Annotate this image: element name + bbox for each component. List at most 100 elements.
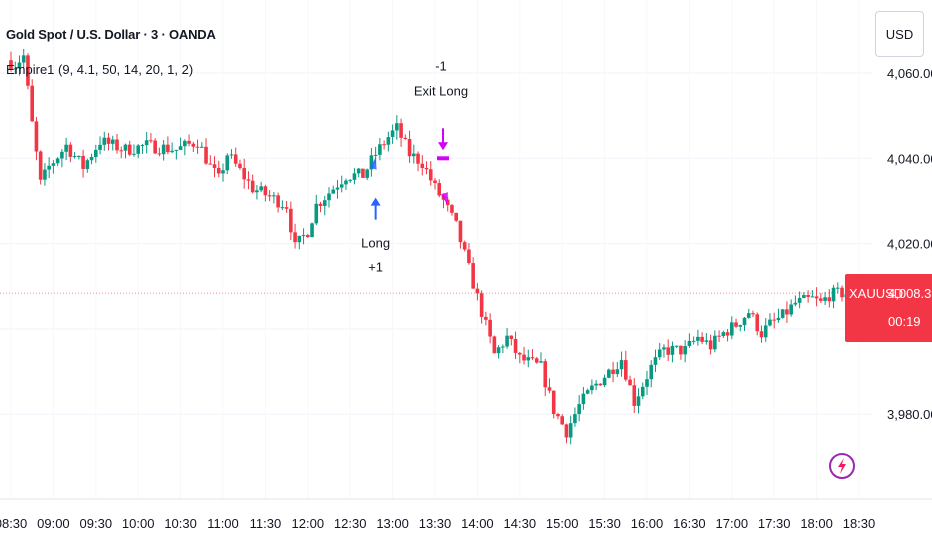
price-tag-countdown: 00:19 xyxy=(888,314,921,329)
price-axis[interactable]: 3,980.0004,000.0004,020.0004,040.0004,06… xyxy=(887,66,932,422)
candle xyxy=(276,192,280,213)
candle xyxy=(51,160,56,174)
time-axis[interactable]: 08:30 09:00 09:30 10:00 10:30 11:00 11:30 12:00… xyxy=(0,516,875,531)
candle xyxy=(751,310,755,318)
candle xyxy=(662,344,666,358)
candle xyxy=(836,282,840,294)
exit-label: Exit Long xyxy=(414,83,468,98)
candle xyxy=(132,144,136,157)
candle xyxy=(149,133,153,144)
candle xyxy=(43,163,47,186)
candle xyxy=(458,220,463,249)
candle xyxy=(734,318,738,328)
candle xyxy=(157,147,162,157)
candle xyxy=(806,290,810,303)
candle xyxy=(823,291,827,305)
candle xyxy=(200,142,204,148)
candle xyxy=(797,291,802,309)
candle xyxy=(445,196,450,212)
candle xyxy=(717,330,721,343)
candle xyxy=(212,156,217,178)
candle xyxy=(653,349,658,372)
candle xyxy=(238,159,242,170)
candle xyxy=(560,414,564,425)
candle xyxy=(407,130,412,163)
candle xyxy=(395,115,399,140)
candle xyxy=(102,131,107,151)
candle xyxy=(390,124,395,144)
candle xyxy=(127,140,132,157)
time-tick-label: 10:00 xyxy=(122,516,155,531)
candle xyxy=(64,137,68,161)
price-tag-value: 4,008.385 xyxy=(888,286,932,301)
candle xyxy=(543,358,548,397)
candle xyxy=(573,407,577,427)
candle xyxy=(670,341,675,363)
candle xyxy=(802,292,806,299)
candle xyxy=(433,177,437,190)
candle xyxy=(259,181,263,193)
candle xyxy=(187,134,191,147)
candle xyxy=(153,138,157,155)
candle xyxy=(255,185,259,200)
candle xyxy=(399,118,403,147)
candle xyxy=(272,191,276,204)
candle xyxy=(454,212,458,223)
time-tick-label: 17:30 xyxy=(758,516,791,531)
candle xyxy=(437,179,442,198)
candle xyxy=(721,330,726,339)
candle xyxy=(730,316,734,340)
candle xyxy=(356,167,361,178)
time-tick-label: 08:30 xyxy=(0,516,27,531)
candle xyxy=(530,349,535,361)
candle xyxy=(772,312,776,329)
trade-annotations: Long +1 -1 Exit Long xyxy=(361,58,468,274)
candle xyxy=(293,223,297,249)
long-entry-marker: Long +1 xyxy=(361,157,390,275)
candle xyxy=(776,308,781,323)
candle xyxy=(628,375,632,386)
candle xyxy=(225,153,230,175)
candle xyxy=(674,345,679,349)
indicator-legend[interactable]: Empire1 (9, 4.1, 50, 14, 20, 1, 2) xyxy=(6,62,194,77)
lightning-icon[interactable] xyxy=(829,453,855,479)
candle xyxy=(492,335,497,354)
candle xyxy=(246,171,251,190)
candle xyxy=(713,330,717,353)
candle xyxy=(9,51,13,72)
candle xyxy=(233,147,238,167)
price-tick-label: 3,980.000 xyxy=(887,407,932,422)
candle xyxy=(81,149,85,178)
candle xyxy=(539,352,543,364)
candle xyxy=(496,345,501,359)
candle xyxy=(170,142,174,154)
candle xyxy=(115,133,119,154)
candle xyxy=(378,138,382,161)
time-tick-label: 12:00 xyxy=(292,516,325,531)
candle xyxy=(106,132,111,151)
candle xyxy=(632,378,637,413)
candle xyxy=(814,287,819,307)
candle xyxy=(216,160,221,178)
candle xyxy=(68,142,73,163)
candle xyxy=(85,158,90,173)
candle xyxy=(759,325,764,343)
currency-label: USD xyxy=(885,26,914,42)
time-tick-label: 16:30 xyxy=(673,516,706,531)
time-tick-label: 16:00 xyxy=(631,516,664,531)
time-tick-label: 13:00 xyxy=(376,516,409,531)
candle xyxy=(144,131,149,154)
candle xyxy=(683,340,687,363)
time-tick-label: 13:30 xyxy=(419,516,452,531)
candle xyxy=(136,144,140,159)
symbol-title[interactable]: Gold Spot / U.S. Dollar · 3 · OANDA xyxy=(6,27,216,42)
candle xyxy=(564,423,569,444)
candle xyxy=(310,222,314,238)
candle xyxy=(831,284,836,309)
candle xyxy=(725,329,730,342)
currency-button[interactable]: USD xyxy=(875,11,924,57)
candle xyxy=(657,343,662,360)
candle xyxy=(598,383,603,386)
candle xyxy=(110,135,115,151)
